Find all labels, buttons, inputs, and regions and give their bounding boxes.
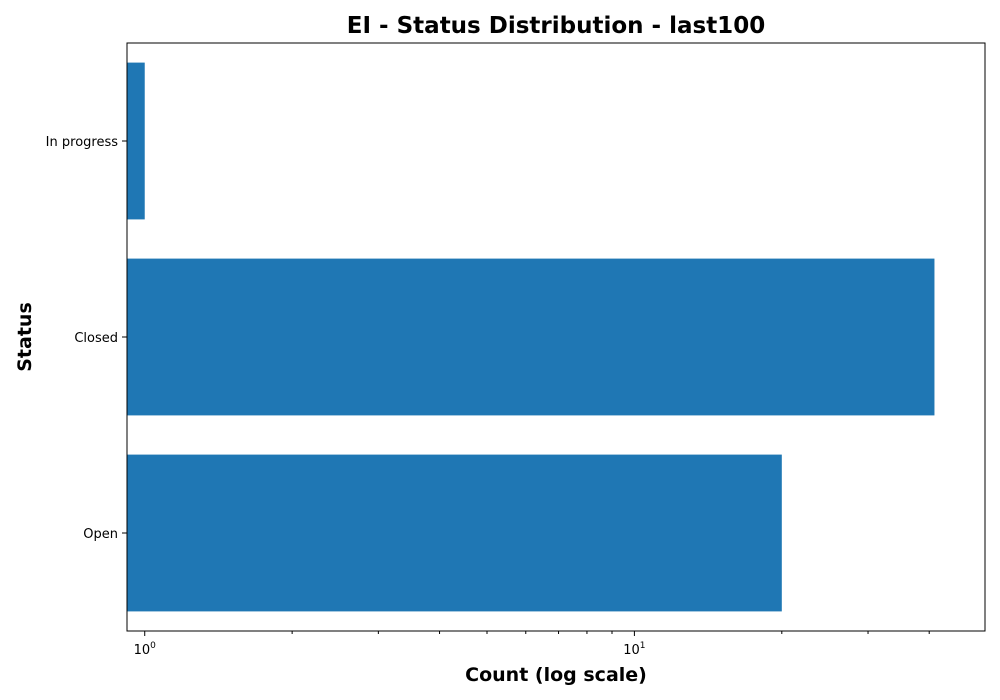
x-axis-label: Count (log scale) xyxy=(465,664,647,686)
x-tick-label: 100 xyxy=(134,641,157,658)
chart-title: EI - Status Distribution - last100 xyxy=(347,13,765,39)
y-axis-ticks: In progress Closed Open xyxy=(46,135,127,542)
plot-frame xyxy=(126,42,986,632)
bars-group xyxy=(127,62,935,612)
y-tick-label: Closed xyxy=(74,331,118,346)
x-axis-ticks: 100 101 xyxy=(134,631,930,658)
bar-open xyxy=(127,454,782,612)
y-tick-label: Open xyxy=(83,527,118,542)
y-tick-label: In progress xyxy=(46,135,119,150)
x-tick-label: 101 xyxy=(623,641,645,658)
bar-closed xyxy=(127,258,935,416)
y-axis-label: Status xyxy=(14,302,36,372)
bar-in-progress xyxy=(127,62,145,220)
